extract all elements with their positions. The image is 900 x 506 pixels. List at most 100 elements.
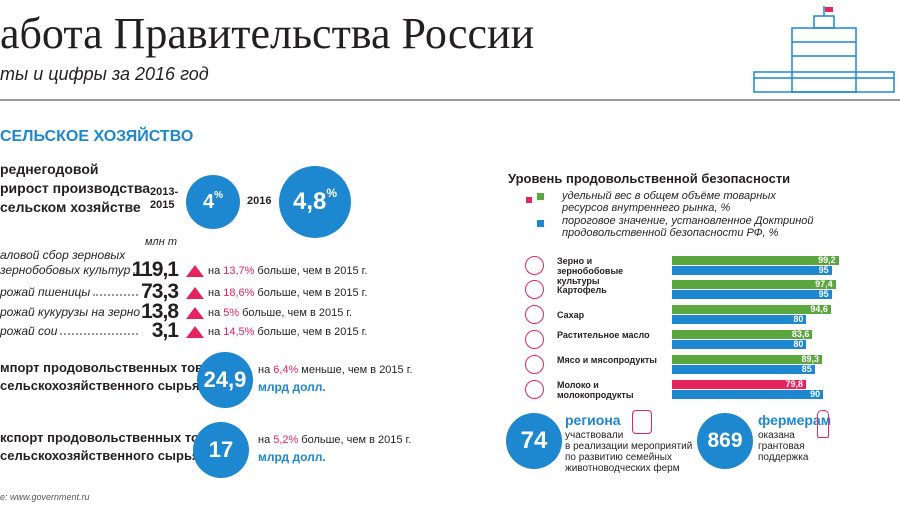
- up-triangle: [186, 265, 204, 277]
- chart-title: Уровень продовольственной безопасности: [508, 171, 791, 186]
- trade-label: сельскохозяйственного сырья: [0, 378, 200, 393]
- category-label: Мясо и мясопродукты: [557, 355, 657, 365]
- section-title: СЕЛЬСКОЕ ХОЗЯЙСТВО: [0, 128, 194, 145]
- growth-value: 4: [202, 190, 215, 213]
- category-icon: [525, 305, 544, 324]
- bar: [672, 390, 824, 399]
- fact-text: животноводческих ферм: [565, 463, 680, 474]
- category-icon: [525, 256, 544, 275]
- row-label: аловой сбор зерновых: [0, 248, 140, 262]
- category-label: Картофель: [557, 285, 607, 295]
- trade-circle: 17: [193, 422, 249, 478]
- category-label: Растительное масло: [557, 330, 650, 340]
- bar: [672, 315, 807, 324]
- fact-circle: 869: [697, 413, 753, 469]
- row-change: на 14,5% больше, чем в 2015 г.: [208, 326, 367, 338]
- fact-value: 869: [707, 429, 743, 452]
- fact-title: региона: [565, 412, 621, 428]
- growth-circle: 4,8%: [279, 166, 351, 238]
- title: абота Правительства России: [0, 9, 535, 58]
- bar: [672, 280, 836, 289]
- bar: [672, 340, 807, 349]
- icon: [817, 410, 829, 438]
- bar: [672, 355, 823, 364]
- trade-unit: млрд долл.: [258, 380, 326, 394]
- divider: [0, 99, 900, 101]
- change-value: 5,2%: [273, 434, 299, 446]
- bar-value-label: 95: [818, 265, 829, 275]
- change-prefix: на: [208, 287, 221, 299]
- trade-change: на 5,2% больше, чем в 2015 г.: [258, 434, 411, 446]
- bar: [672, 290, 832, 299]
- fact-text: грантовая: [758, 441, 805, 452]
- row-value: 13,8: [141, 300, 179, 323]
- fact-text: участвовали: [565, 430, 624, 441]
- change-prefix: на: [258, 364, 271, 376]
- source: е: www.government.ru: [0, 492, 90, 502]
- fact-value: 74: [520, 427, 548, 454]
- bar-value-label: 89,3: [801, 354, 820, 364]
- row-change: на 18,6% больше, чем в 2015 г.: [208, 287, 367, 299]
- bar-value-label: 79,8: [785, 379, 804, 389]
- trade-label: кспорт продовольственных товаров: [0, 430, 238, 445]
- bar-value-label: 95: [818, 289, 829, 299]
- category-icon: [525, 380, 544, 399]
- row-value: 3,1: [151, 319, 179, 342]
- leader-dots: [133, 263, 138, 274]
- up-triangle: [186, 287, 204, 299]
- bar: [672, 256, 839, 265]
- period-label: 2016: [247, 195, 272, 207]
- change-suffix: больше, чем в 2015 г.: [257, 326, 368, 338]
- growth-circle: 4%: [186, 175, 240, 229]
- unit-label: млн т: [145, 236, 178, 248]
- fact-text: по развитию семейных: [565, 452, 672, 463]
- change-value: 13,7%: [223, 265, 255, 277]
- fact-circle: 74: [506, 413, 562, 469]
- fact-title: фермерам: [758, 412, 832, 428]
- bar-value-label: 80: [793, 314, 804, 324]
- category-label: Сахар: [557, 310, 585, 320]
- bar: [672, 365, 815, 374]
- category-icon: [525, 355, 544, 374]
- leader-dots: [93, 285, 138, 296]
- change-value: 18,6%: [223, 287, 255, 299]
- category-icon: [525, 280, 544, 299]
- change-suffix: больше, чем в 2015 г.: [242, 307, 353, 319]
- growth-label: реднегодовой: [0, 161, 99, 177]
- change-value: 14,5%: [223, 326, 255, 338]
- growth-label: сельском хозяйстве: [0, 199, 141, 215]
- row-label: рожай сои: [0, 324, 140, 338]
- trade-circle: 24,9: [197, 352, 253, 408]
- legend-marker-minus: [526, 197, 532, 203]
- up-triangle: [186, 326, 204, 338]
- legend-entry: пороговое значение, установленное Доктри…: [562, 215, 814, 239]
- growth-label: рирост производства: [0, 180, 151, 196]
- change-suffix: больше, чем в 2015 г.: [301, 434, 412, 446]
- trade-value: 24,9: [203, 367, 247, 392]
- fact-text: поддержка: [758, 452, 809, 463]
- change-prefix: на: [258, 434, 271, 446]
- change-prefix: на: [208, 265, 221, 277]
- growth-unit: %: [326, 185, 338, 200]
- trade-label: сельскохозяйственного сырья: [0, 448, 200, 463]
- change-suffix: больше, чем в 2015 г.: [257, 265, 368, 277]
- icon: [632, 410, 652, 434]
- bar-value-label: 80: [793, 339, 804, 349]
- row-change: на 13,7% больше, чем в 2015 г.: [208, 265, 367, 277]
- leader-dots: [60, 324, 138, 335]
- bar-value-label: 94,6: [810, 304, 828, 314]
- fact-text: в реализации мероприятий: [565, 441, 693, 452]
- bar: [672, 380, 807, 389]
- row-label: зернобобовых культур: [0, 263, 140, 277]
- trade-unit: млрд долл.: [258, 450, 326, 464]
- row-label: рожай кукурузы на зерно: [0, 305, 140, 319]
- row-label: рожай пшеницы: [0, 285, 140, 299]
- trade-value: 17: [208, 437, 234, 462]
- category-icon: [525, 330, 544, 349]
- trade-label: мпорт продовольственных товаров: [0, 360, 234, 375]
- row-label-text: зернобобовых культур: [0, 263, 131, 277]
- bar: [672, 266, 832, 275]
- change-prefix: на: [208, 326, 221, 338]
- bar: [672, 305, 831, 314]
- row-value: 119,1: [131, 258, 179, 281]
